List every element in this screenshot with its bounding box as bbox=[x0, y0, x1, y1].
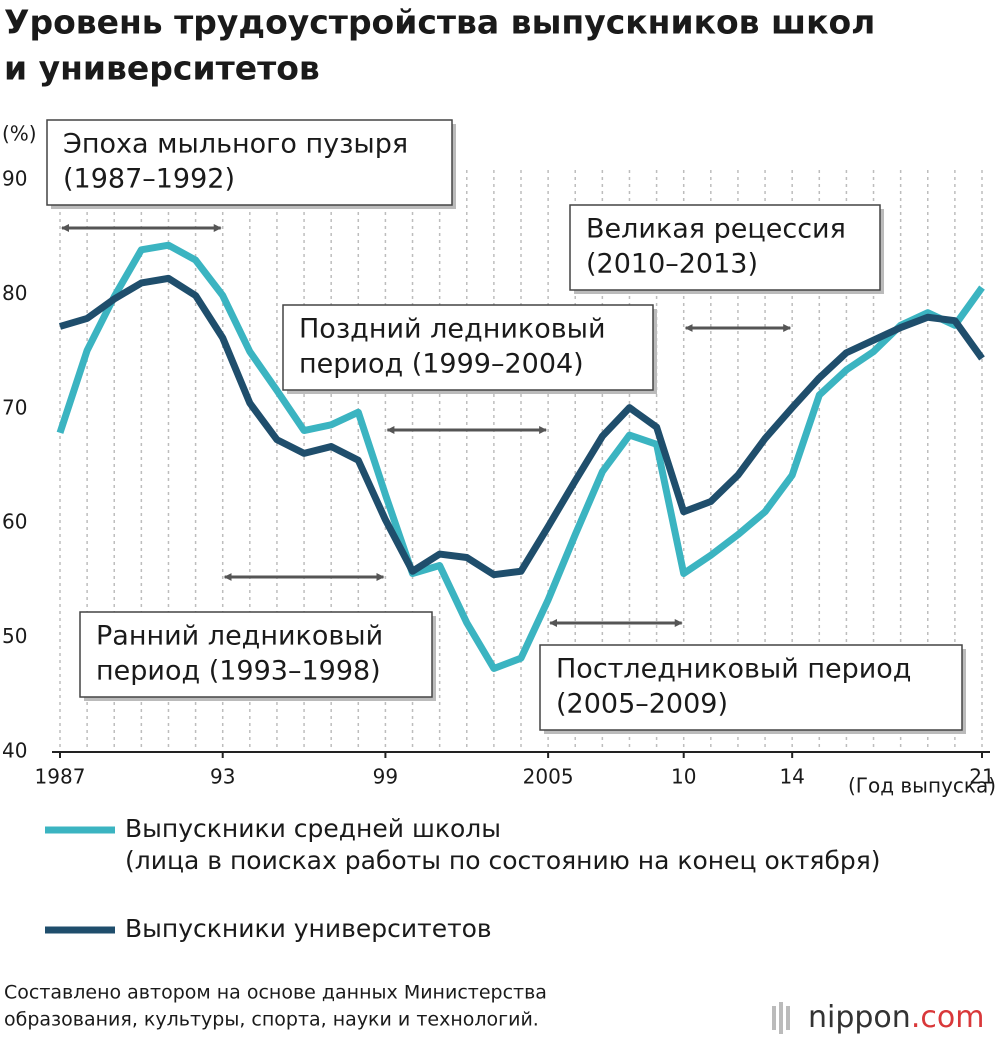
annotation-text: (1987–1992) bbox=[63, 164, 235, 195]
annotation-text: Эпоха мыльного пузыря bbox=[63, 129, 408, 160]
x-tick-label: 21 bbox=[969, 765, 994, 789]
annotation-text: Великая рецессия bbox=[586, 214, 846, 245]
annotation-text: период (1999–2004) bbox=[299, 349, 584, 380]
x-tick-label: 10 bbox=[671, 765, 696, 789]
source: Составлено автором на основе данных Мини… bbox=[4, 982, 547, 1004]
y-tick-label: 80 bbox=[2, 281, 27, 305]
y-tick-label: 90 bbox=[2, 167, 27, 191]
annotation-text: период (1993–1998) bbox=[96, 656, 381, 687]
x-tick-label: 99 bbox=[373, 765, 398, 789]
y-tick-label: 60 bbox=[2, 510, 27, 534]
annotation-text: Поздний ледниковый bbox=[299, 314, 606, 345]
annotation-box bbox=[79, 611, 433, 698]
logo-name: nippon bbox=[808, 1000, 911, 1035]
chart-title: Уровень трудоустройства выпускников школ bbox=[4, 3, 875, 42]
x-tick-label: 2005 bbox=[523, 765, 574, 789]
legend-label: Выпускники университетов bbox=[125, 914, 492, 943]
logo-domain: .com bbox=[911, 1000, 985, 1035]
logo-mark bbox=[772, 1006, 776, 1030]
annotation-text: (2005–2009) bbox=[556, 689, 728, 720]
series-line bbox=[56, 241, 985, 672]
x-tick-label: 1987 bbox=[35, 765, 86, 789]
annotation-box bbox=[539, 644, 963, 731]
legend-description: (лица в поисках работы по состоянию на к… bbox=[125, 846, 881, 875]
annotation-box bbox=[46, 119, 453, 206]
logo: nippon.com bbox=[772, 1000, 984, 1035]
logo-mark bbox=[786, 1006, 790, 1030]
logo-mark bbox=[779, 1002, 783, 1034]
chart-title: и университетов bbox=[4, 49, 320, 88]
y-axis-label: (%) bbox=[2, 122, 37, 146]
y-tick-label: 40 bbox=[2, 739, 27, 763]
source: образования, культуры, спорта, науки и т… bbox=[4, 1009, 539, 1031]
annotation-text: (2010–2013) bbox=[586, 249, 758, 280]
x-tick-label: 93 bbox=[210, 765, 235, 789]
annotation-text: Постледниковый период bbox=[556, 654, 911, 685]
series-line bbox=[59, 274, 985, 579]
x-tick-label: 14 bbox=[779, 765, 804, 789]
logo-text: nippon.com bbox=[808, 1000, 984, 1035]
annotation-box bbox=[569, 204, 881, 291]
x-axis-label: (Год выпуска) bbox=[848, 774, 996, 798]
y-tick-label: 50 bbox=[2, 624, 27, 648]
legend-label: Выпускники средней школы bbox=[125, 814, 501, 843]
annotation-box bbox=[282, 304, 654, 391]
annotation-text: Ранний ледниковый bbox=[96, 621, 383, 652]
y-tick-label: 70 bbox=[2, 395, 27, 419]
